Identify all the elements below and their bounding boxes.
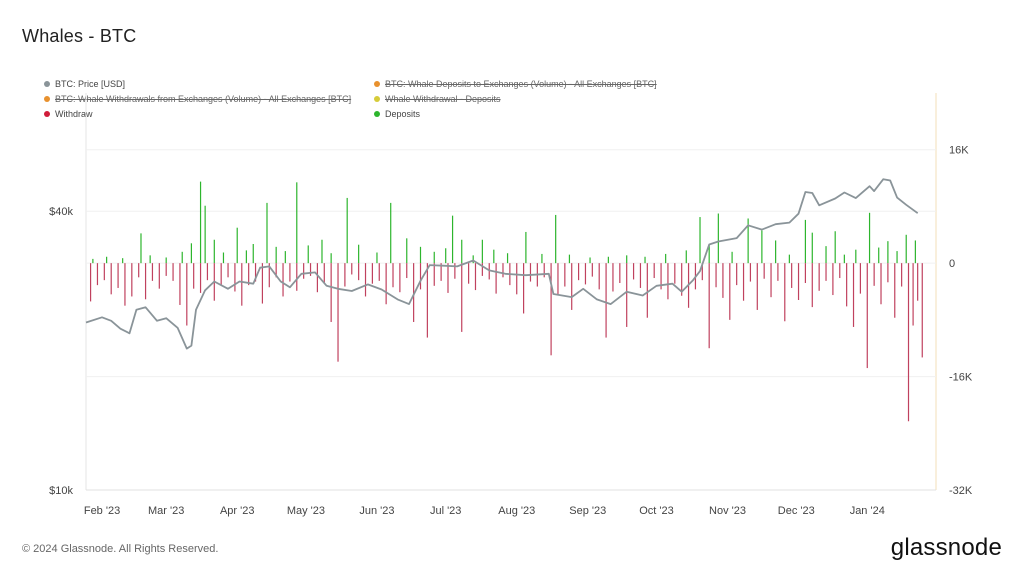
legend-label: Withdraw xyxy=(55,109,93,119)
legend-item[interactable]: BTC: Whale Deposits to Exchanges (Volume… xyxy=(374,79,657,89)
x-axis-tick-label: May '23 xyxy=(287,505,325,517)
legend-dot-icon xyxy=(44,81,50,87)
left-axis-tick-label: $10k xyxy=(49,485,73,497)
right-axis-tick-label: 0 xyxy=(949,258,955,270)
legend-label: Deposits xyxy=(385,109,421,119)
legend-label: BTC: Whale Withdrawals from Exchanges (V… xyxy=(55,94,352,104)
right-axis-tick-label: -32K xyxy=(949,485,973,497)
price-line xyxy=(85,178,919,350)
right-axis-tick-label: 16K xyxy=(949,145,969,157)
x-axis-tick-label: Oct '23 xyxy=(639,505,674,517)
chart-title: Whales - BTC xyxy=(22,26,137,46)
legend-label: BTC: Price [USD] xyxy=(55,79,126,89)
legend-dot-icon xyxy=(44,96,50,102)
x-axis-tick-label: Jan '24 xyxy=(850,505,885,517)
x-axis-tick-label: Sep '23 xyxy=(569,505,606,517)
glassnode-logo: glassnode xyxy=(890,534,1002,561)
legend-dot-icon xyxy=(374,81,380,87)
chart-legend: BTC: Price [USD] BTC: Whale Deposits to E… xyxy=(44,79,684,127)
copyright-text: © 2024 Glassnode. All Rights Reserved. xyxy=(22,543,219,555)
legend-dot-icon xyxy=(374,111,380,117)
x-axis-tick-label: Apr '23 xyxy=(220,505,255,517)
x-axis-tick-label: Jul '23 xyxy=(430,505,461,517)
x-axis-tick-label: Jun '23 xyxy=(359,505,394,517)
x-axis-tick-label: Mar '23 xyxy=(148,505,184,517)
legend-dot-icon xyxy=(374,96,380,102)
legend-label: BTC: Whale Deposits to Exchanges (Volume… xyxy=(385,79,657,89)
legend-label: Whale Withdrawal - Deposits xyxy=(385,94,501,104)
legend-item[interactable]: BTC: Whale Withdrawals from Exchanges (V… xyxy=(44,94,351,104)
legend-item[interactable]: Withdraw xyxy=(44,109,93,119)
legend-dot-icon xyxy=(44,111,50,117)
right-axis-tick-label: -16K xyxy=(949,372,973,384)
x-axis-tick-label: Feb '23 xyxy=(84,505,120,517)
legend-item[interactable]: Whale Withdrawal - Deposits xyxy=(374,94,501,104)
x-axis-tick-label: Nov '23 xyxy=(709,505,746,517)
x-axis-tick-label: Aug '23 xyxy=(498,505,535,517)
legend-item[interactable]: Deposits xyxy=(374,109,420,119)
x-axis-tick-label: Dec '23 xyxy=(778,505,815,517)
left-axis-tick-label: $40k xyxy=(49,206,73,218)
legend-item[interactable]: BTC: Price [USD] xyxy=(44,79,125,89)
